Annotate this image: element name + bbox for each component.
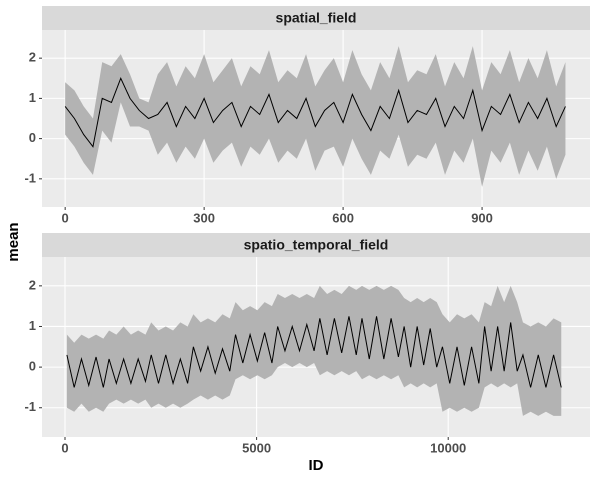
- x-tick-label: 900: [471, 210, 493, 225]
- strip-label: spatio_temporal_field: [244, 237, 389, 253]
- ribbon: [65, 46, 566, 187]
- x-tick-label: 10000: [430, 440, 466, 455]
- line: [66, 316, 562, 388]
- y-tick-label: 0: [29, 130, 36, 145]
- y-tick-label: 0: [29, 359, 36, 374]
- x-tick-label: 0: [62, 210, 69, 225]
- strip: [42, 6, 590, 30]
- x-tick-label: 5000: [242, 440, 271, 455]
- strip: [42, 233, 590, 257]
- line: [64, 76, 566, 148]
- y-tick-label: -1: [24, 399, 36, 414]
- x-tick-label: 600: [332, 210, 354, 225]
- y-tick-label: 2: [29, 50, 36, 65]
- strip-label: spatial_field: [276, 10, 357, 26]
- x-tick-label: 300: [193, 210, 215, 225]
- x-axis-title: ID: [309, 457, 324, 474]
- y-tick-label: 2: [29, 277, 36, 292]
- x-tick-label: 0: [61, 440, 68, 455]
- y-axis-title: mean: [5, 222, 22, 261]
- y-tick-label: -1: [24, 170, 36, 185]
- y-tick-label: 1: [29, 318, 36, 333]
- y-tick-label: 1: [29, 90, 36, 105]
